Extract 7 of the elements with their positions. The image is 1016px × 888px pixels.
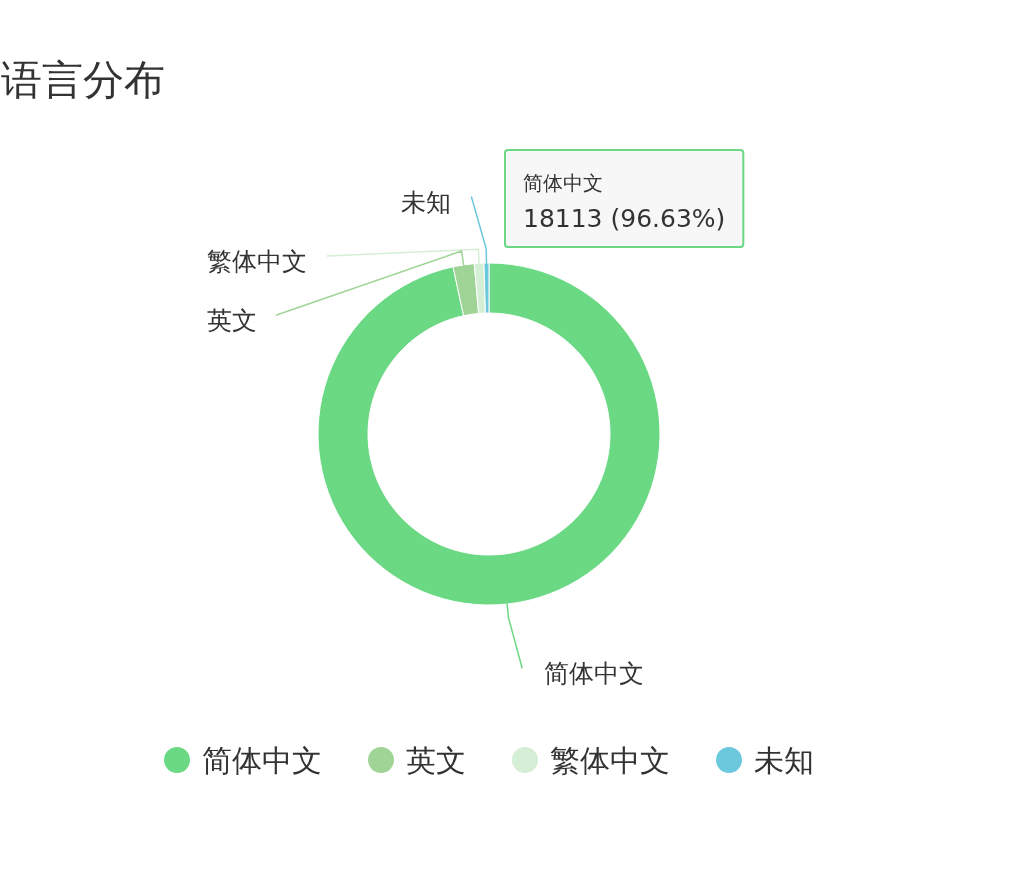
legend-label: 繁体中文 [550,743,670,778]
annotation: 简体中文 [523,171,603,195]
title: 语言分布 [1,56,165,104]
annotation: 18113 (96.63%) [523,204,726,233]
legend-label: 英文 [406,743,466,778]
legend-label: 简体中文 [202,743,322,778]
legend-label: 未知 [754,743,814,778]
